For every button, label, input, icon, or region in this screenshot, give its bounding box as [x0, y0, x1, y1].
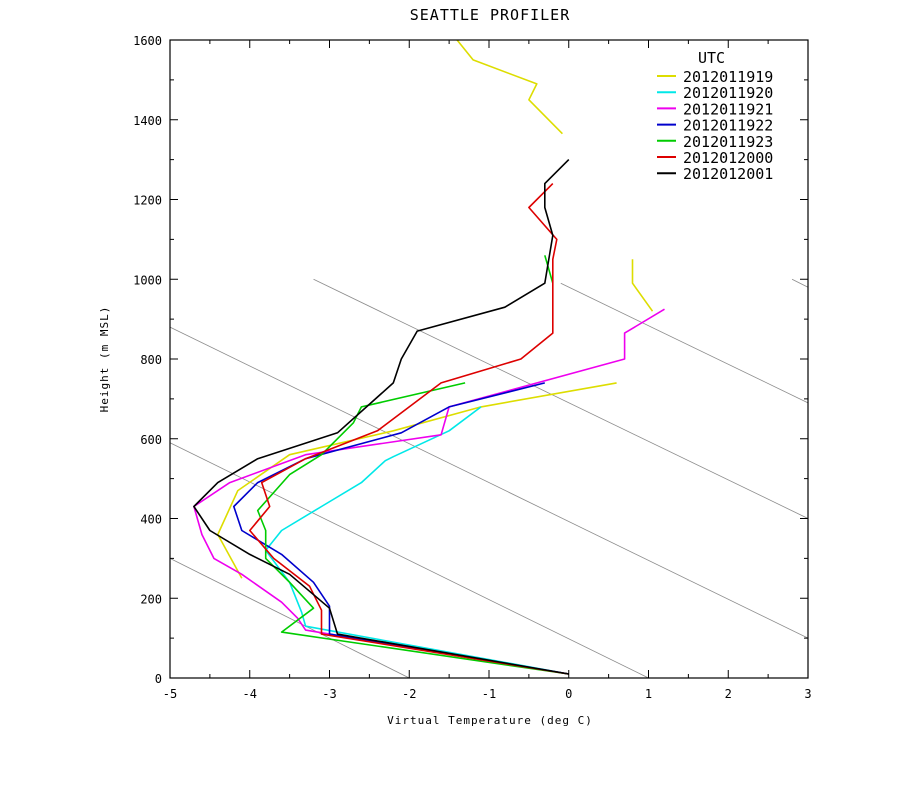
- legend-label-2012011923: 2012011923: [683, 133, 773, 151]
- x-axis-ticks: -5 -4 -3 -2 -1 0 1 2 3: [163, 40, 812, 701]
- reference-line-1: [169, 558, 410, 679]
- chart-title: SEATTLE PROFILER: [410, 6, 571, 24]
- x-tick-label: -2: [402, 687, 416, 701]
- y-tick-label: 1000: [133, 273, 162, 287]
- y-tick-label: 1200: [133, 194, 162, 208]
- y-axis-ticks: 0 200 400 600 800 1000 1200 1400 1600: [133, 34, 808, 686]
- reference-line-3: [169, 326, 809, 639]
- x-tick-label: 1: [645, 687, 652, 701]
- x-tick-label: -3: [322, 687, 336, 701]
- legend-label-2012011922: 2012011922: [683, 117, 773, 135]
- y-tick-label: 600: [140, 433, 162, 447]
- series-line-2012012001: [193, 159, 570, 675]
- legend-label-2012012000: 2012012000: [683, 149, 773, 167]
- x-tick-label: -4: [243, 687, 257, 701]
- legend-label-2012011920: 2012011920: [683, 84, 773, 102]
- reference-line-5: [560, 282, 809, 404]
- series-line-2012011923-part-1: [256, 382, 569, 675]
- reference-line-6: [791, 278, 809, 288]
- x-tick-label: 0: [565, 687, 572, 701]
- legend-label-2012012001: 2012012001: [683, 165, 773, 183]
- y-tick-label: 400: [140, 513, 162, 527]
- legend: UTC 201201191920120119202012011921201201…: [657, 49, 773, 183]
- legend-title: UTC: [698, 49, 725, 67]
- x-tick-label: 2: [725, 687, 732, 701]
- series-line-2012011920: [264, 406, 569, 675]
- series-line-2012011919-part-2: [631, 259, 654, 312]
- y-tick-label: 800: [140, 353, 162, 367]
- y-tick-label: 0: [155, 672, 162, 686]
- y-axis-label: Height (m MSL): [98, 306, 111, 413]
- x-tick-label: -5: [163, 687, 177, 701]
- x-axis-label: Virtual Temperature (deg C): [387, 714, 593, 727]
- legend-label-2012011919: 2012011919: [683, 68, 773, 86]
- x-tick-label: 3: [804, 687, 811, 701]
- y-tick-label: 200: [140, 592, 162, 606]
- x-tick-label: -1: [482, 687, 496, 701]
- series-line-2012011919-part-3: [456, 39, 563, 135]
- series-line-2012011923-part-2: [544, 255, 554, 284]
- legend-label-2012011921: 2012011921: [683, 100, 773, 118]
- y-tick-label: 1400: [133, 114, 162, 128]
- y-tick-label: 1600: [133, 34, 162, 48]
- reference-line-4: [313, 278, 809, 519]
- data-series: [193, 39, 665, 675]
